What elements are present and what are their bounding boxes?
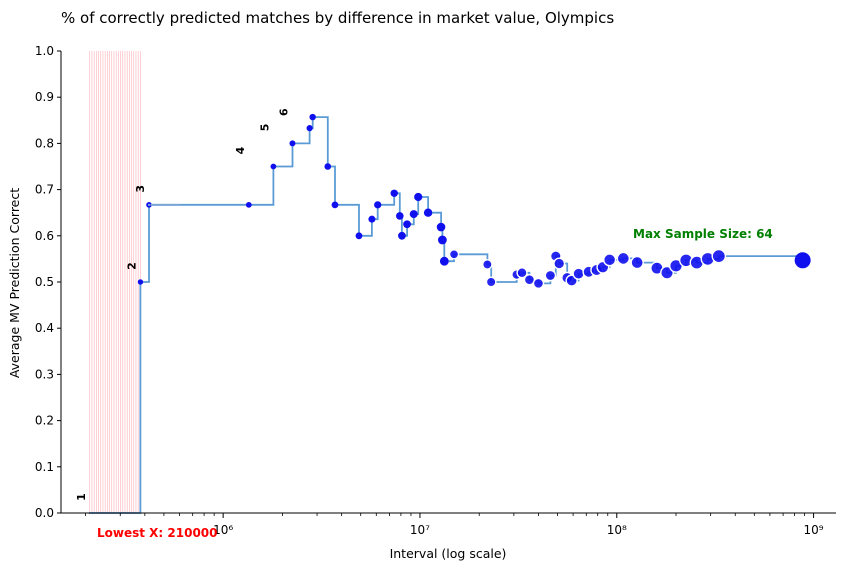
data-point xyxy=(630,255,644,270)
data-point xyxy=(544,269,557,282)
red-interval-band xyxy=(89,51,141,513)
max-sample-size-label: Max Sample Size: 64 xyxy=(633,227,773,241)
small-point xyxy=(167,203,170,206)
point-annotation: 5 xyxy=(258,124,271,132)
tiny-point-markers xyxy=(88,203,182,515)
small-point xyxy=(176,203,179,206)
y-tick-label: 0.2 xyxy=(35,414,54,428)
point-annotation: 6 xyxy=(278,108,291,116)
data-point xyxy=(572,267,585,280)
data-point xyxy=(485,276,497,288)
data-point xyxy=(448,249,460,260)
data-point xyxy=(355,232,363,240)
data-point xyxy=(403,220,411,229)
y-tick-label: 0.9 xyxy=(35,90,54,104)
point-annotation: 2 xyxy=(125,262,138,270)
small-point xyxy=(164,203,167,206)
data-point xyxy=(516,267,528,279)
data-point xyxy=(711,248,727,264)
x-tick-label: 10⁹ xyxy=(804,523,824,537)
data-point xyxy=(482,259,493,270)
small-point xyxy=(150,203,153,206)
data-point xyxy=(396,212,404,220)
small-point xyxy=(152,203,155,206)
data-point xyxy=(374,201,382,209)
small-point xyxy=(179,203,182,206)
chart-title: % of correctly predicted matches by diff… xyxy=(61,9,614,27)
data-point xyxy=(660,265,674,280)
data-point xyxy=(414,192,423,202)
small-point xyxy=(155,203,158,206)
data-point xyxy=(436,222,446,232)
data-point xyxy=(794,252,811,269)
y-tick-label: 0.1 xyxy=(35,460,54,474)
point-annotation: 4 xyxy=(234,146,247,154)
y-tick-label: 0.4 xyxy=(35,321,54,335)
small-point xyxy=(147,203,151,206)
data-point xyxy=(245,201,252,208)
data-point xyxy=(423,208,433,217)
y-axis-label: Average MV Prediction Correct xyxy=(7,188,22,378)
data-point xyxy=(409,210,418,219)
series-step-line xyxy=(89,116,804,514)
data-point xyxy=(398,231,406,240)
y-tick-label: 1.0 xyxy=(35,44,54,58)
data-point xyxy=(553,257,566,270)
data-point xyxy=(603,253,617,267)
x-tick-label: 10⁸ xyxy=(607,523,627,537)
y-tick-label: 0.5 xyxy=(35,275,54,289)
data-point xyxy=(532,277,545,290)
x-axis-ticks: 10⁶ 10⁷ 10⁸ 10⁹ xyxy=(85,513,824,537)
data-point xyxy=(390,189,398,197)
y-tick-label: 0.6 xyxy=(35,229,54,243)
y-tick-label: 0.3 xyxy=(35,367,54,381)
small-point xyxy=(157,203,160,206)
data-point xyxy=(289,140,296,147)
point-annotations: 1 2 3 4 56 xyxy=(75,108,291,501)
data-point xyxy=(309,113,316,121)
small-point xyxy=(169,203,172,206)
x-tick-label: 10⁷ xyxy=(410,523,430,537)
data-point xyxy=(331,201,339,209)
y-tick-label: 0.0 xyxy=(35,506,54,520)
series-markers xyxy=(137,113,811,290)
data-point xyxy=(437,235,447,245)
small-point xyxy=(159,203,163,206)
data-point xyxy=(368,215,376,223)
y-tick-label: 0.8 xyxy=(35,136,54,150)
data-point xyxy=(306,125,313,132)
point-annotation: 1 xyxy=(75,493,88,501)
small-point xyxy=(162,203,165,206)
x-tick-label: 10⁶ xyxy=(213,523,233,537)
data-point xyxy=(137,279,144,285)
x-axis-label: Interval (log scale) xyxy=(390,546,507,561)
point-annotation: 3 xyxy=(134,185,147,193)
small-point xyxy=(174,203,177,206)
data-point xyxy=(439,256,449,266)
data-point xyxy=(616,251,631,266)
y-tick-label: 0.7 xyxy=(35,183,54,197)
y-axis-ticks: 0.0 0.1 0.2 0.3 0.4 0.5 0.6 0.7 0.8 0.9 1.0 xyxy=(35,44,61,520)
data-point xyxy=(270,163,277,170)
lowest-x-label: Lowest X: 210000 xyxy=(97,526,218,540)
small-point xyxy=(171,203,175,206)
data-point xyxy=(324,163,332,170)
